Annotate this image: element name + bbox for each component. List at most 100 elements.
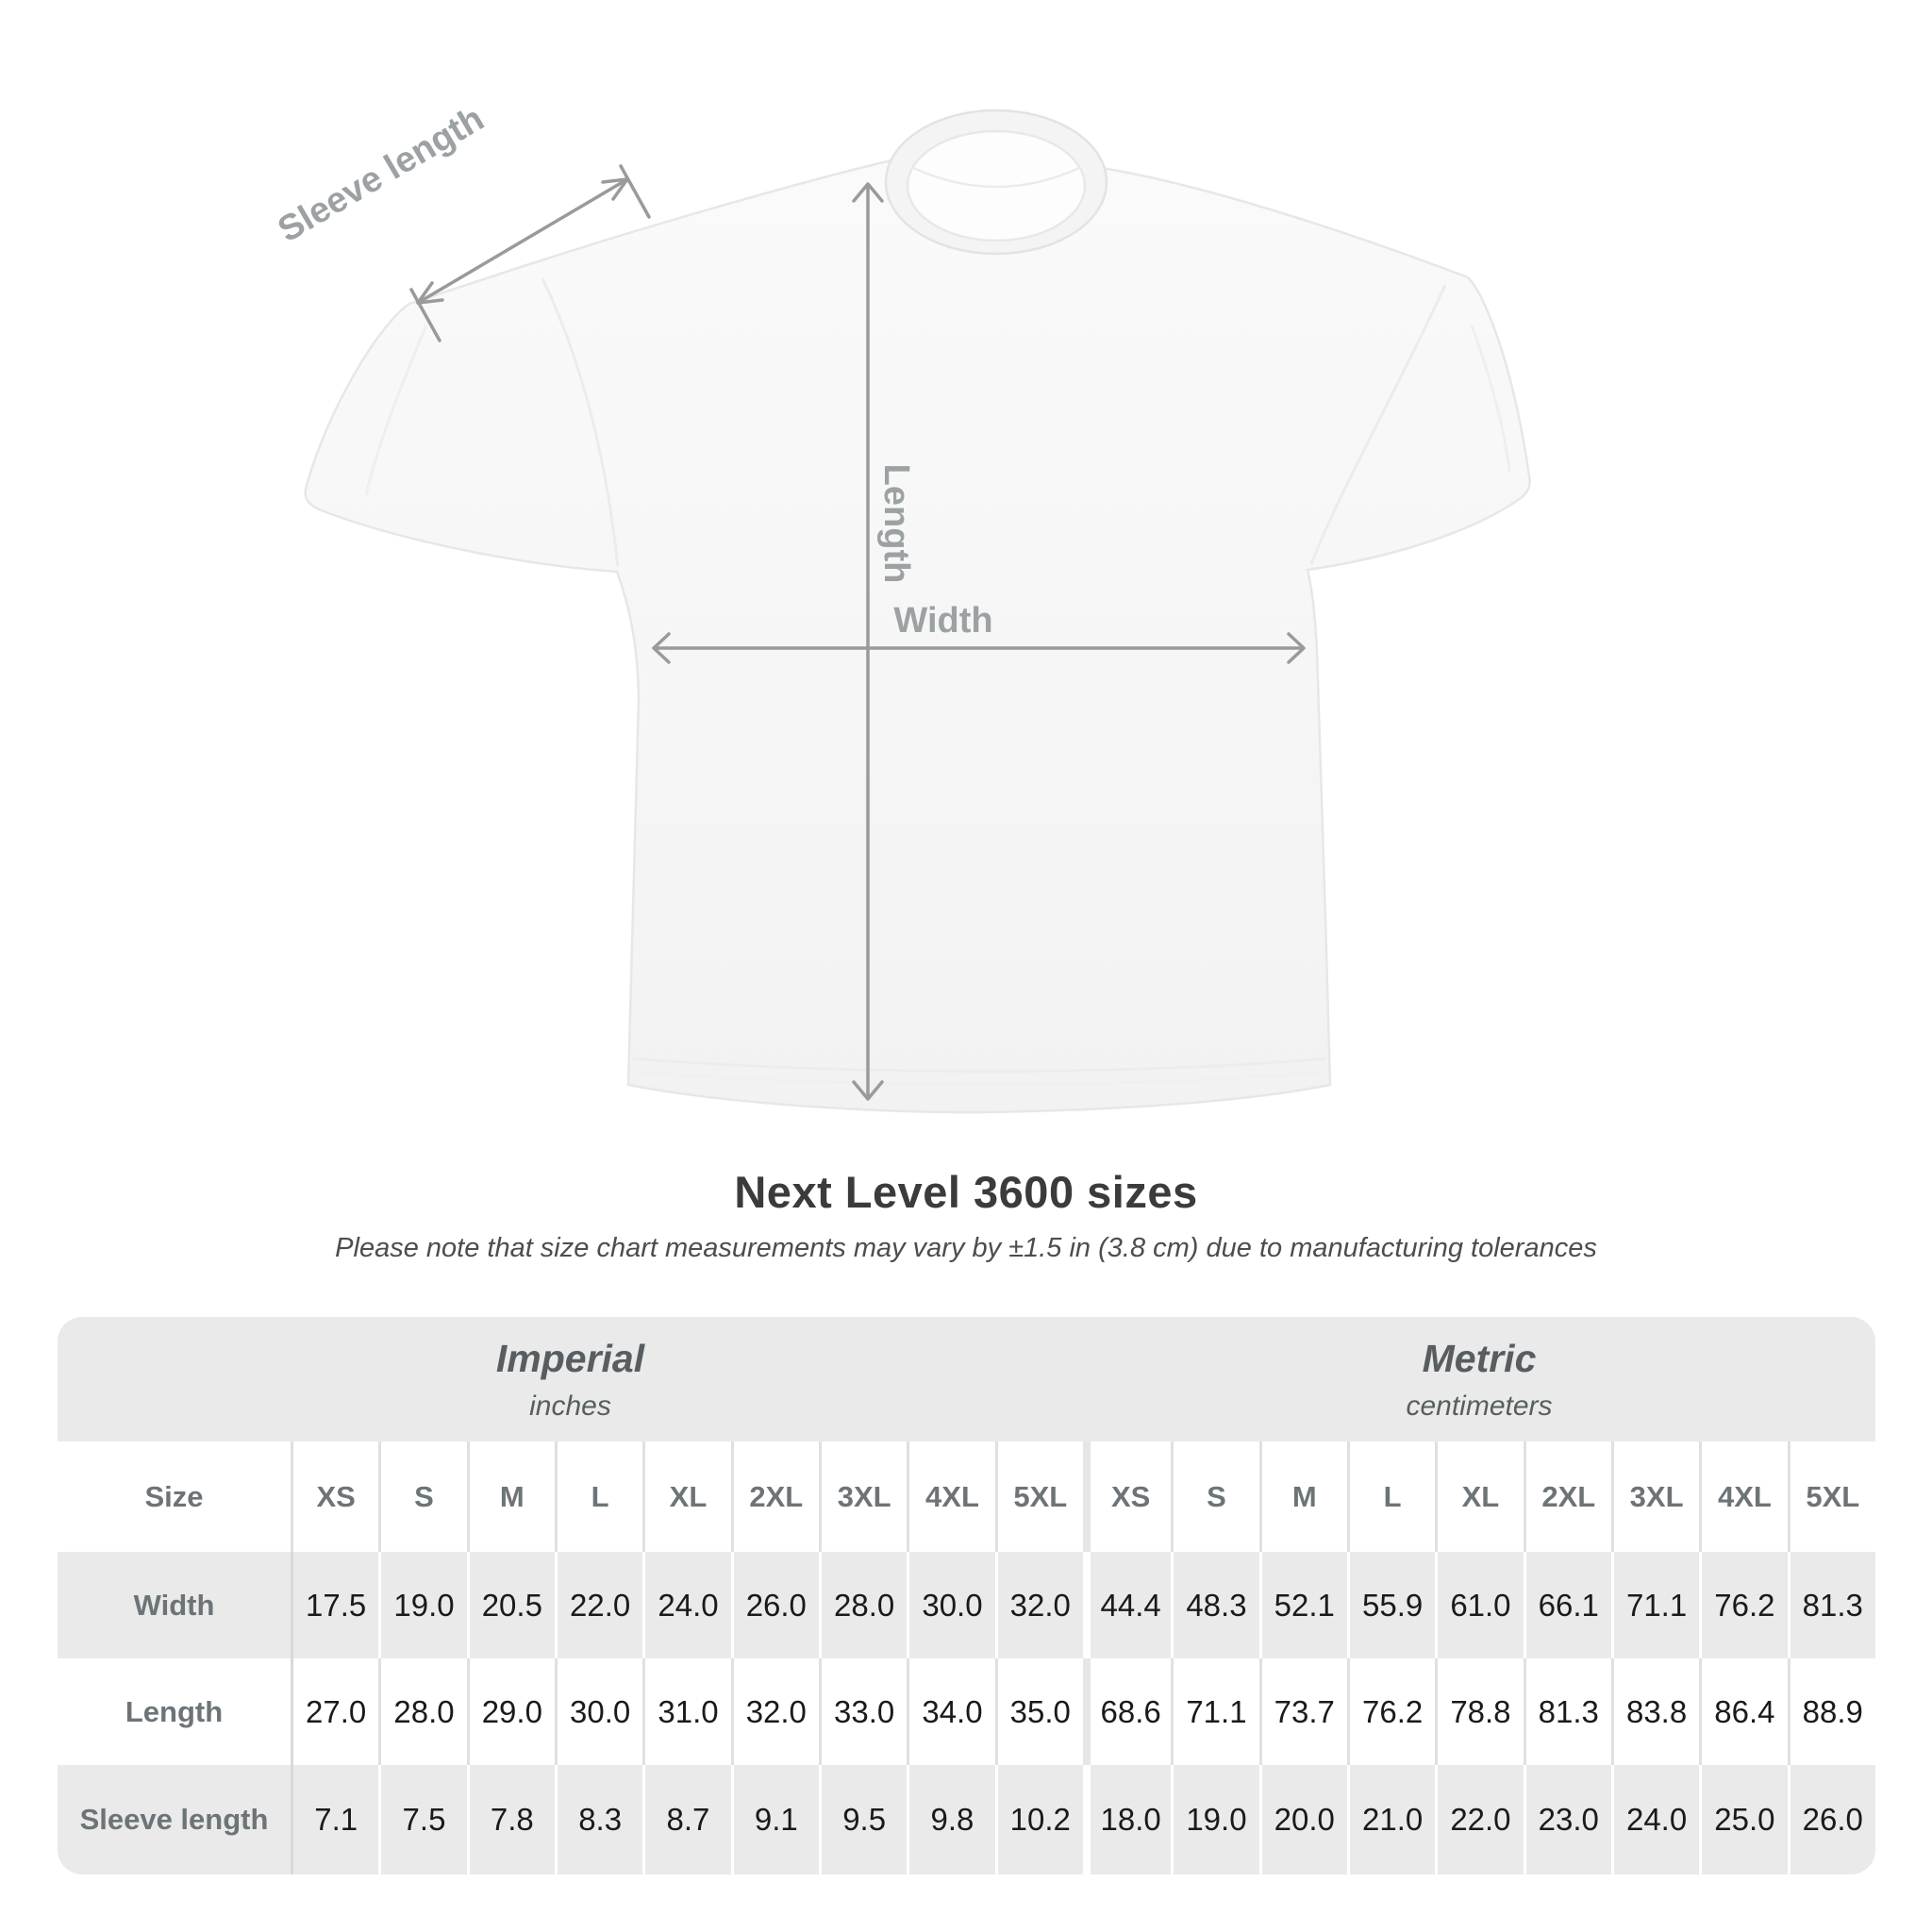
length-dimension-arrow (852, 182, 884, 1101)
width-dimension-arrow (652, 632, 1306, 664)
hem-stitch-2 (632, 1070, 1328, 1086)
value-cell: 24.0 (642, 1552, 731, 1658)
size-col-imperial-xs: XS (291, 1441, 379, 1552)
size-col-metric-l: L (1346, 1441, 1436, 1552)
value-cell: 26.0 (730, 1552, 819, 1658)
table-row: Width 17.5 19.0 20.5 22.0 24.0 26.0 28.0 30.0 32.… (58, 1552, 1875, 1658)
value-cell: 21.0 (1346, 1765, 1436, 1874)
value-cell: 73.7 (1258, 1658, 1347, 1765)
width-label: Width (893, 601, 992, 641)
value-cell: 76.2 (1346, 1658, 1436, 1765)
value-cell: 20.5 (466, 1552, 555, 1658)
tolerance-note: Please note that size chart measurements… (335, 1233, 1597, 1263)
size-col-metric-5xl: 5XL (1787, 1441, 1875, 1552)
value-cell: 26.0 (1787, 1765, 1875, 1874)
table-row: Length 27.0 28.0 29.0 30.0 31.0 32.0 33.0 34.0 35… (58, 1658, 1875, 1765)
sleeve-dimension-arrow (409, 164, 651, 342)
units-banner: Imperial inches Metric centimeters (58, 1317, 1875, 1441)
value-cell: 88.9 (1787, 1658, 1875, 1765)
value-cell: 31.0 (642, 1658, 731, 1765)
row-label: Width (58, 1552, 291, 1658)
value-cell: 29.0 (466, 1658, 555, 1765)
sleeve-length-label: Sleeve length (272, 99, 491, 251)
value-cell: 61.0 (1435, 1552, 1524, 1658)
metric-title: Metric (1422, 1336, 1537, 1380)
value-cell: 30.0 (554, 1658, 643, 1765)
tshirt-measurement-diagram: Sleeve length Length Width (272, 99, 1531, 1114)
right-cuff-seam (1470, 325, 1511, 473)
arrowhead-right (1287, 632, 1306, 664)
value-cell: 34.0 (907, 1658, 995, 1765)
value-cell: 24.0 (1610, 1765, 1700, 1874)
size-col-imperial-m: M (466, 1441, 555, 1552)
arrowhead-upper (601, 177, 629, 201)
value-cell: 86.4 (1699, 1658, 1788, 1765)
hem-stitch-1 (631, 1057, 1327, 1073)
row-label: Sleeve length (58, 1765, 291, 1874)
value-cell: 71.1 (1171, 1658, 1259, 1765)
arrowhead-down (852, 1080, 884, 1101)
size-col-metric-m: M (1258, 1441, 1347, 1552)
value-cell: 18.0 (1082, 1765, 1172, 1874)
size-col-imperial-3xl: 3XL (818, 1441, 908, 1552)
value-cell: 44.4 (1082, 1552, 1172, 1658)
value-cell: 19.0 (378, 1552, 467, 1658)
page-title: Next Level 3600 sizes (734, 1167, 1198, 1217)
value-cell: 9.1 (730, 1765, 819, 1874)
value-cell: 7.1 (291, 1765, 379, 1874)
value-cell: 8.3 (554, 1765, 643, 1874)
right-sleeve-seam (1309, 284, 1447, 565)
value-cell: 8.7 (642, 1765, 731, 1874)
value-cell: 81.3 (1787, 1552, 1875, 1658)
value-cell: 68.6 (1082, 1658, 1172, 1765)
value-cell: 19.0 (1171, 1765, 1259, 1874)
value-cell: 7.5 (378, 1765, 467, 1874)
value-cell: 30.0 (907, 1552, 995, 1658)
size-table: Size XS S M L XL 2XL 3XL 4XL 5XL XS S M L XL 2XL 3XL 4XL… (58, 1441, 1875, 1874)
table-row: Sleeve length 7.1 7.5 7.8 8.3 8.7 9.1 9.5 9.8 10.… (58, 1765, 1875, 1874)
value-cell: 17.5 (291, 1552, 379, 1658)
value-cell: 7.8 (466, 1765, 555, 1874)
value-cell: 22.0 (1435, 1765, 1524, 1874)
value-cell: 83.8 (1610, 1658, 1700, 1765)
value-cell: 27.0 (291, 1658, 379, 1765)
value-cell: 48.3 (1171, 1552, 1259, 1658)
left-sleeve-seam (541, 277, 620, 567)
tshirt-graphic (304, 108, 1531, 1114)
size-col-metric-s: S (1171, 1441, 1259, 1552)
value-cell: 10.2 (994, 1765, 1083, 1874)
imperial-title: Imperial (495, 1336, 645, 1380)
size-col-imperial-2xl: 2XL (730, 1441, 819, 1552)
arrowhead-up (852, 182, 884, 203)
size-col-imperial-l: L (554, 1441, 643, 1552)
value-cell: 66.1 (1523, 1552, 1611, 1658)
collar-back-seam (912, 166, 1080, 189)
value-cell: 28.0 (378, 1658, 467, 1765)
size-header-row: Size XS S M L XL 2XL 3XL 4XL 5XL XS S M L XL 2XL 3XL 4XL… (58, 1441, 1875, 1552)
length-label: Length (876, 464, 916, 584)
row-label: Length (58, 1658, 291, 1765)
value-cell: 33.0 (818, 1658, 908, 1765)
metric-unit: centimeters (1406, 1390, 1553, 1422)
value-cell: 9.5 (818, 1765, 908, 1874)
value-cell: 55.9 (1346, 1552, 1436, 1658)
end-tick-upper (619, 164, 651, 219)
size-col-imperial-4xl: 4XL (907, 1441, 995, 1552)
size-col-imperial-xl: XL (642, 1441, 731, 1552)
value-cell: 9.8 (907, 1765, 995, 1874)
size-chart: Imperial inches Metric centimeters Size … (58, 1317, 1875, 1874)
size-col-metric-xs: XS (1082, 1441, 1172, 1552)
size-col-imperial-s: S (378, 1441, 467, 1552)
size-column-label: Size (58, 1441, 291, 1552)
value-cell: 81.3 (1523, 1658, 1611, 1765)
size-col-metric-3xl: 3XL (1610, 1441, 1700, 1552)
value-cell: 35.0 (994, 1658, 1083, 1765)
value-cell: 23.0 (1523, 1765, 1611, 1874)
value-cell: 78.8 (1435, 1658, 1524, 1765)
size-col-metric-4xl: 4XL (1699, 1441, 1788, 1552)
imperial-section-header: Imperial inches (58, 1317, 1083, 1441)
value-cell: 32.0 (994, 1552, 1083, 1658)
value-cell: 71.1 (1610, 1552, 1700, 1658)
value-cell: 20.0 (1258, 1765, 1347, 1874)
end-tick-lower (409, 288, 441, 342)
